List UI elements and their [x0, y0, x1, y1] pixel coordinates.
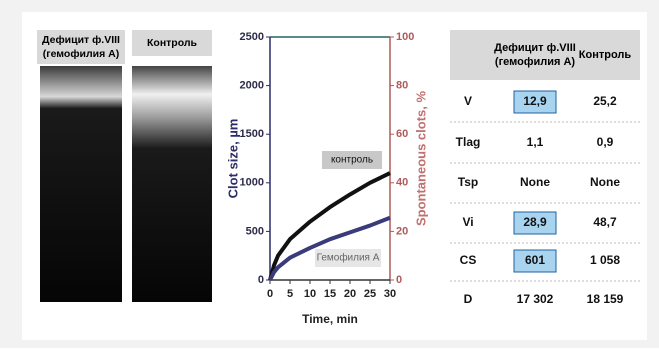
x-tick-label: 15: [324, 288, 336, 300]
panel-label: Дефицит ф.VIII: [42, 34, 120, 46]
x-tick-label: 20: [344, 288, 356, 300]
y2-tick-label: 20: [396, 225, 408, 237]
column-header: Контроль: [579, 49, 632, 61]
y-tick-label: 1500: [240, 128, 264, 140]
panel-label: (гемофилия А): [43, 48, 120, 60]
x-tick-label: 0: [267, 288, 273, 300]
cell: None: [590, 175, 620, 189]
y2-tick-label: 0: [396, 274, 402, 286]
x-tick-label: 30: [384, 288, 396, 300]
y2-tick-label: 80: [396, 80, 408, 92]
figure: Дефицит ф.VIII (гемофилия А) Контроль 0 5…: [0, 0, 659, 348]
y-tick-label: 2000: [240, 80, 264, 92]
y2-tick-label: 60: [396, 128, 408, 140]
y-tick-label: 0: [258, 274, 264, 286]
row-label: V: [464, 94, 472, 108]
row-label: D: [464, 292, 473, 306]
legend-label: контроль: [331, 155, 373, 166]
row-label: Tsp: [458, 175, 478, 189]
y-tick-label: 500: [246, 225, 264, 237]
row-label: Tlag: [456, 135, 481, 149]
x-axis-label: Time, min: [302, 312, 358, 326]
cell: 28,9: [523, 215, 547, 229]
panel-label: Контроль: [147, 37, 198, 49]
x-tick-label: 10: [304, 288, 316, 300]
cell: None: [520, 175, 550, 189]
legend-label: Гемофилия А: [317, 252, 380, 264]
column-header: (гемофилия А): [495, 56, 575, 68]
y2-axis-label: Spontaneous clots, %: [413, 91, 428, 227]
cell: 0,9: [597, 135, 614, 149]
cell: 601: [525, 253, 545, 267]
y2-tick-label: 40: [396, 177, 408, 189]
y-tick-label: 1000: [240, 177, 264, 189]
gel-image: [40, 66, 122, 302]
cell: 18 159: [587, 292, 624, 306]
row-label: Vi: [462, 215, 473, 229]
column-header: Дефицит ф.VIII: [494, 42, 576, 54]
y2-tick-label: 100: [396, 31, 414, 43]
x-tick-label: 5: [287, 288, 293, 300]
x-tick-label: 25: [364, 288, 376, 300]
y-tick-label: 2500: [240, 31, 264, 43]
cell: 25,2: [593, 94, 617, 108]
cell: 1 058: [590, 253, 620, 267]
y-axis-label: Clot size, µm: [225, 119, 240, 199]
cell: 12,9: [523, 94, 547, 108]
cell: 1,1: [527, 135, 544, 149]
page: {"panels": [{"label": "Дефицит ф.VIII (г…: [0, 0, 659, 353]
cell: 17 302: [517, 292, 554, 306]
cell: 48,7: [593, 215, 617, 229]
gel-image: [132, 66, 212, 302]
row-label: CS: [460, 253, 477, 267]
